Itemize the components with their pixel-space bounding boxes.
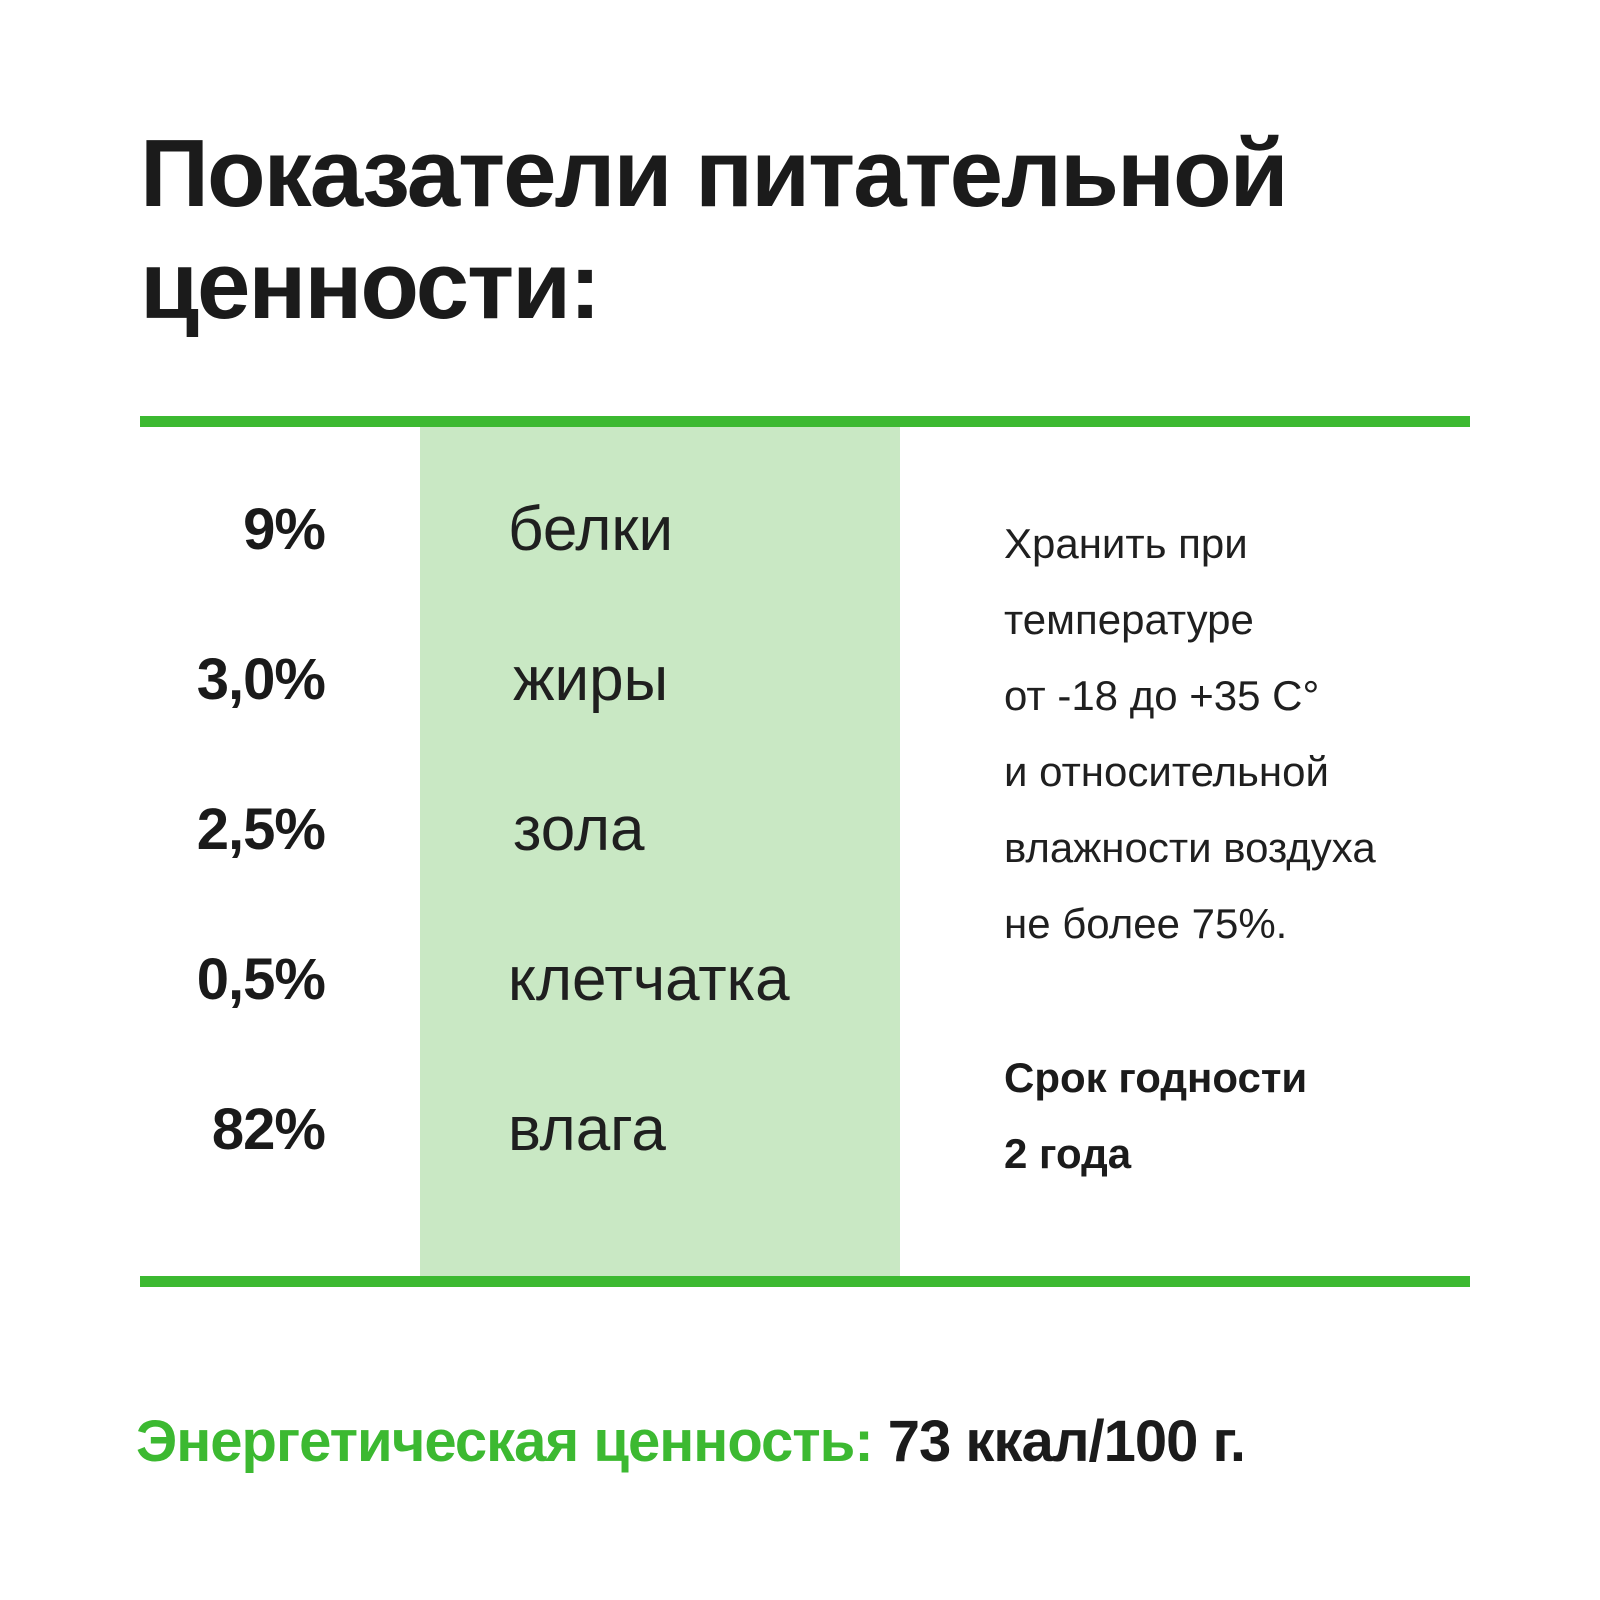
storage-conditions: Хранить при температуре от -18 до +35 С°… (1004, 506, 1484, 962)
nutrient-row-fat: 3,0% жиры (140, 640, 900, 720)
nutrient-label: жиры (513, 645, 669, 714)
nutrient-value: 2,5% (196, 797, 326, 862)
storage-line: Хранить при (1004, 520, 1248, 567)
nutrient-row-fiber: 0,5% клетчатка (140, 940, 900, 1020)
shelf-life-value: 2 года (1004, 1130, 1132, 1177)
nutrient-label: клетчатка (508, 945, 790, 1014)
nutrient-row-ash: 2,5% зола (140, 790, 900, 870)
shelf-life-label: Срок годности (1004, 1054, 1308, 1101)
nutrient-label: влага (508, 1095, 666, 1164)
energy-label: Энергетическая ценность: (136, 1409, 874, 1474)
energy-value-line: Энергетическая ценность: 73 ккал/100 г. (136, 1402, 1476, 1482)
storage-line: от -18 до +35 С° (1004, 672, 1320, 719)
nutrient-value: 3,0% (196, 647, 326, 712)
nutrient-row-moisture: 82% влага (140, 1090, 900, 1170)
storage-line: влажности воздуха (1004, 824, 1376, 871)
storage-line: не более 75%. (1004, 900, 1288, 947)
page-title: Показатели питательной ценности: (140, 118, 1480, 342)
nutrient-row-protein: 9% белки (140, 490, 900, 570)
nutrient-label: белки (508, 495, 674, 564)
energy-amount: 73 ккал/100 г. (887, 1409, 1246, 1474)
shelf-life: Срок годности 2 года (1004, 1040, 1484, 1192)
storage-line: температуре (1004, 596, 1254, 643)
nutrient-label: зола (513, 795, 645, 864)
top-divider (140, 416, 1470, 427)
bottom-divider (140, 1276, 1470, 1287)
nutrient-name-column-background (420, 427, 900, 1276)
nutrient-value: 9% (243, 497, 326, 562)
storage-line: и относительной (1004, 748, 1329, 795)
nutrient-value: 0,5% (196, 947, 326, 1012)
nutrient-value: 82% (211, 1097, 326, 1162)
title-line-1: Показатели питательной (140, 120, 1289, 227)
title-line-2: ценности: (140, 232, 601, 339)
